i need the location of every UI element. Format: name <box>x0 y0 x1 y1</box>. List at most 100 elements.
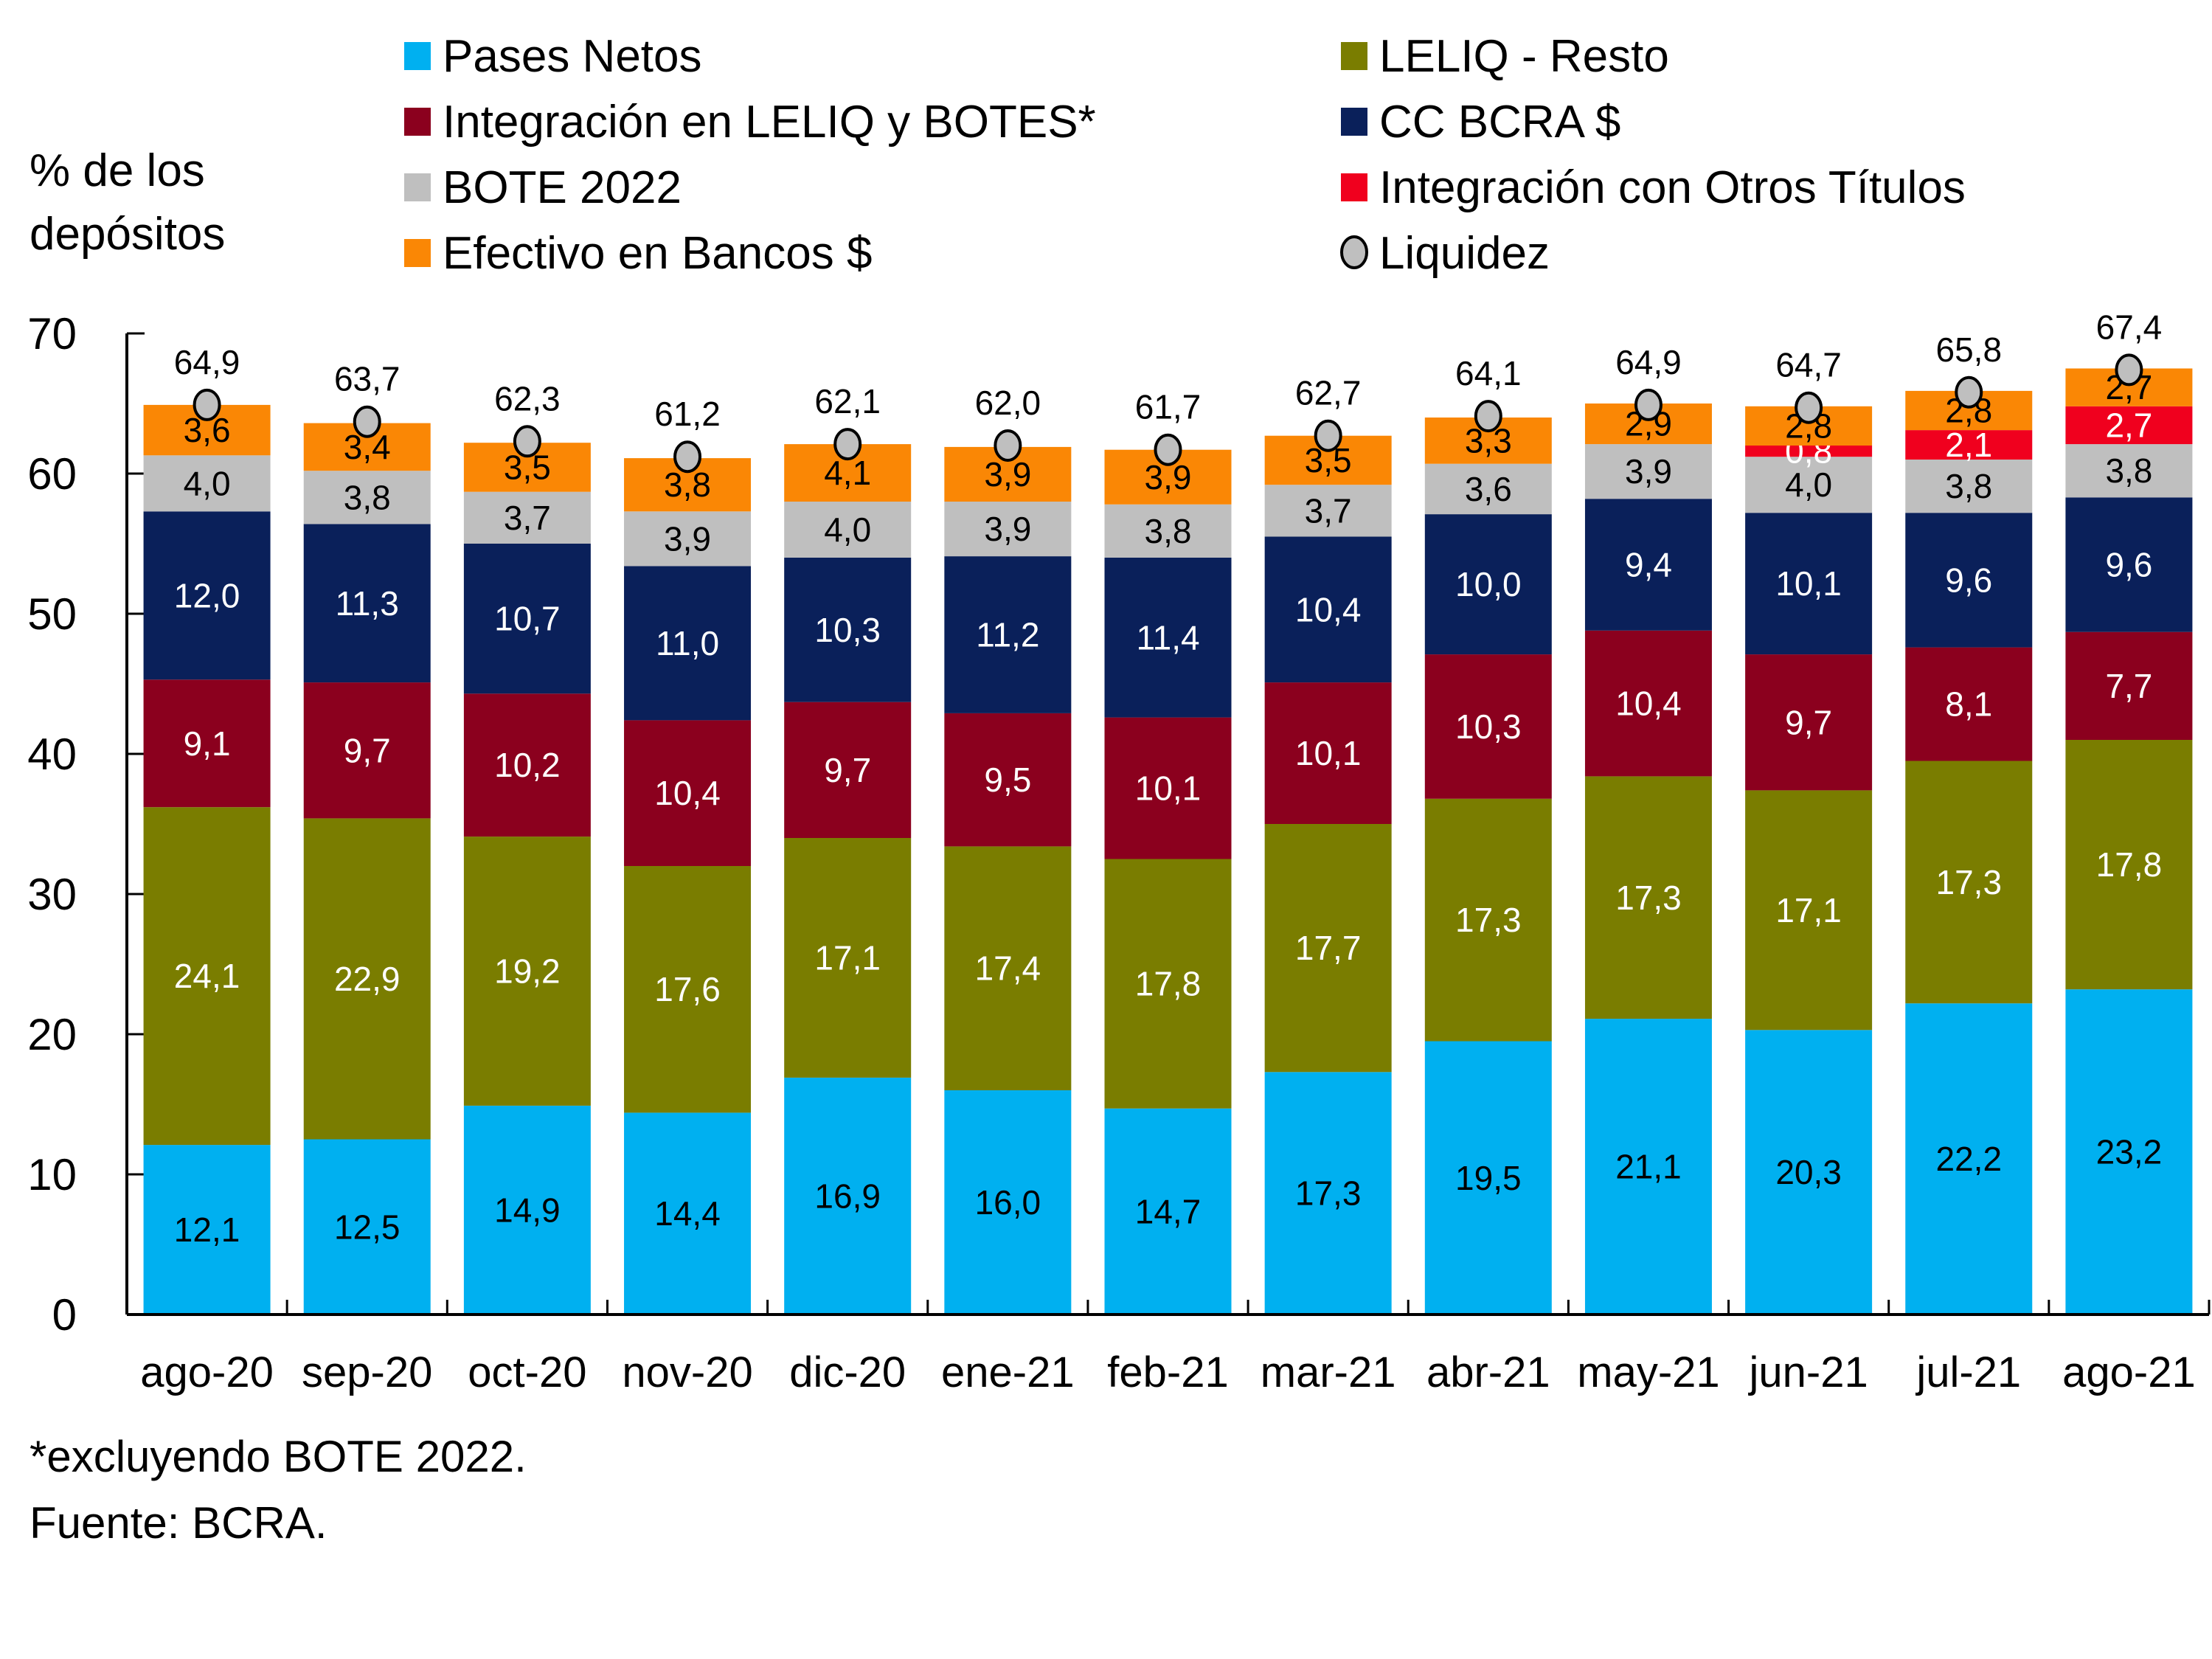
data-label-pases-netos: 12,1 <box>174 1211 240 1249</box>
liquidez-marker <box>1955 375 1983 409</box>
bar-segment-integracion-en-leliq-y-botes <box>1905 647 2033 761</box>
x-tick-label: sep-20 <box>302 1348 432 1396</box>
x-tick-label: may-21 <box>1577 1348 1719 1396</box>
bar-segment-bote-2022 <box>1584 444 1712 499</box>
bar-segment-pases-netos <box>944 1090 1072 1315</box>
data-label-bote-2022: 3,9 <box>1625 452 1672 491</box>
liquidez-marker <box>1314 419 1342 452</box>
bar-segment-bote-2022 <box>944 502 1072 557</box>
bar-segment-leliq-resto <box>143 807 271 1146</box>
data-label-integracion-en-leliq-y-botes: 10,4 <box>1615 685 1682 723</box>
y-axis-label-line2: depósitos <box>30 209 225 260</box>
bar-stack-oct-20: 14,919,210,210,73,73,5 <box>463 443 591 1315</box>
bar-segment-cc-bcra <box>944 556 1072 713</box>
data-label-bote-2022: 3,9 <box>664 519 711 558</box>
liquidez-label: 61,2 <box>654 395 721 433</box>
bar-stack-dic-20: 16,917,19,710,34,04,1 <box>784 444 912 1315</box>
data-label-integracion-en-leliq-y-botes: 9,7 <box>824 751 871 789</box>
legend-swatch <box>404 108 431 136</box>
liquidez-marker <box>1795 391 1823 424</box>
data-label-leliq-resto: 17,3 <box>1615 879 1682 917</box>
bar-segment-pases-netos <box>1264 1072 1392 1315</box>
bar-stack-abr-21: 19,517,310,310,03,63,3 <box>1424 418 1552 1315</box>
data-label-cc-bcra: 11,3 <box>336 584 399 623</box>
x-tick-label: ago-21 <box>2062 1348 2196 1396</box>
data-label-pases-netos: 16,9 <box>814 1177 881 1215</box>
legend-item-pases-netos: Pases Netos <box>404 31 702 82</box>
bar-segment-pases-netos <box>1745 1030 1873 1315</box>
data-label-pases-netos: 19,5 <box>1455 1159 1522 1197</box>
data-label-integracion-en-leliq-y-botes: 9,7 <box>1785 703 1832 741</box>
data-label-leliq-resto: 17,1 <box>814 938 881 977</box>
legend-swatch <box>404 42 431 70</box>
bar-segment-leliq-resto <box>303 818 431 1140</box>
bar-segment-pases-netos <box>1584 1019 1712 1315</box>
liquidez-marker <box>353 405 381 438</box>
bar-segment-cc-bcra <box>784 558 912 702</box>
bar-segment-leliq-resto <box>2065 740 2193 990</box>
x-axis: ago-20 sep-20 oct-20 nov-20 dic-20 ene-21 feb-… <box>127 1300 2211 1396</box>
y-tick-label: 40 <box>27 730 77 779</box>
data-label-pases-netos: 16,0 <box>975 1183 1041 1222</box>
legend-swatch-circle-icon <box>1340 235 1368 269</box>
bar-segment-bote-2022 <box>1905 460 2033 513</box>
data-label-cc-bcra: 11,4 <box>1136 618 1199 657</box>
data-label-pases-netos: 21,1 <box>1615 1148 1682 1186</box>
liquidez-label: 65,8 <box>1936 330 2003 369</box>
liquidez-marker <box>833 428 862 461</box>
legend: Pases Netos LELIQ - Resto Integración en L… <box>404 31 1966 279</box>
liquidez-label: 62,3 <box>494 379 561 418</box>
data-label-pases-netos: 12,5 <box>334 1208 401 1246</box>
bar-stack-ago-21: 23,217,87,79,63,82,72,7 <box>2065 368 2193 1315</box>
bar-segment-integracion-en-leliq-y-botes <box>1104 717 1232 859</box>
bar-segment-integracion-con-otros-titulos <box>2065 406 2193 445</box>
bar-segment-pases-netos <box>1905 1003 2033 1315</box>
data-label-leliq-resto: 17,4 <box>975 949 1041 988</box>
bar-segment-leliq-resto <box>624 866 752 1113</box>
x-tick-label: jul-21 <box>1915 1348 2021 1396</box>
y-tick-label: 70 <box>27 309 77 359</box>
liquidez-label: 64,9 <box>1615 343 1682 381</box>
bar-segment-bote-2022 <box>624 511 752 567</box>
legend-item-cc-bcra: CC BCRA $ <box>1341 97 1620 148</box>
legend-label: Liquidez <box>1379 228 1550 279</box>
x-tick-label: ene-21 <box>941 1348 1075 1396</box>
data-label-integracion-en-leliq-y-botes: 10,1 <box>1135 769 1202 808</box>
bar-stack-nov-20: 14,417,610,411,03,93,8 <box>624 458 752 1315</box>
bar-segment-leliq-resto <box>784 838 912 1078</box>
bar-segment-pases-netos <box>2065 989 2193 1315</box>
liquidez-marker <box>1634 388 1663 421</box>
data-label-integracion-en-leliq-y-botes: 10,4 <box>654 774 721 812</box>
bar-segment-cc-bcra <box>1584 499 1712 631</box>
legend-label: Efectivo en Bancos $ <box>443 228 872 279</box>
bar-segment-integracion-en-leliq-y-botes <box>944 713 1072 847</box>
bar-segment-integracion-en-leliq-y-botes <box>1264 682 1392 824</box>
bar-segment-cc-bcra <box>2065 497 2193 632</box>
data-label-bote-2022: 3,8 <box>2105 451 2152 490</box>
liquidez-label: 64,9 <box>174 343 240 381</box>
y-tick-label: 50 <box>27 589 77 639</box>
bar-segment-bote-2022 <box>784 502 912 558</box>
data-label-cc-bcra: 12,0 <box>174 576 240 614</box>
bar-segment-integracion-en-leliq-y-botes <box>1584 630 1712 777</box>
liquidez-label: 63,7 <box>334 360 401 398</box>
data-label-cc-bcra: 10,0 <box>1455 565 1522 603</box>
x-tick-label: oct-20 <box>468 1348 586 1396</box>
x-tick-label: dic-20 <box>789 1348 906 1396</box>
legend-swatch <box>1341 108 1367 136</box>
data-label-bote-2022: 3,9 <box>984 510 1031 548</box>
bar-segment-pases-netos <box>1424 1041 1552 1315</box>
legend-item-efectivo-en-bancos: Efectivo en Bancos $ <box>404 228 872 279</box>
legend-swatch <box>1341 42 1367 70</box>
data-label-bote-2022: 3,8 <box>1945 467 1992 505</box>
data-label-integracion-en-leliq-y-botes: 9,1 <box>184 724 231 763</box>
liquidez-markers: 64,9 63,7 62,3 61,2 62,1 62,0 61,7 62,7 64,1 64,9… <box>174 308 2162 474</box>
data-label-bote-2022: 4,0 <box>184 464 231 502</box>
legend-swatch <box>1341 173 1367 201</box>
bar-segment-bote-2022 <box>1104 504 1232 558</box>
bar-stack-ago-20: 12,124,19,112,04,03,6 <box>143 404 271 1315</box>
bar-segment-integracion-en-leliq-y-botes <box>143 679 271 808</box>
bar-segment-cc-bcra <box>1905 513 2033 648</box>
liquidez-label: 61,7 <box>1135 388 1202 426</box>
bar-segment-integracion-en-leliq-y-botes <box>463 693 591 837</box>
